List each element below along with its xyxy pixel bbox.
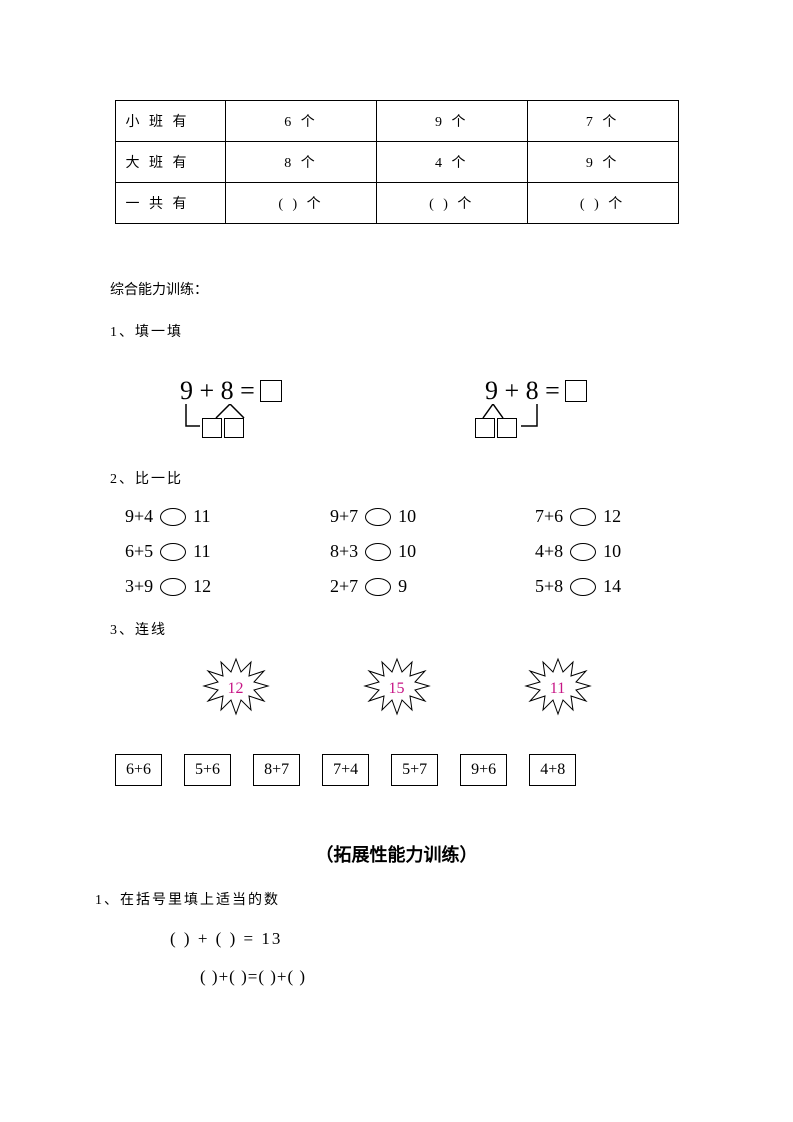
compare-item: 5+814 (535, 576, 680, 597)
cell: 4 个 (376, 142, 527, 183)
fill-diagrams: 9 + 8 = 9 + 8 = (180, 376, 698, 446)
cell: 9 个 (376, 101, 527, 142)
question-label: 3、连线 (110, 619, 698, 639)
question-label: 2、比一比 (110, 468, 698, 488)
compare-oval[interactable] (160, 508, 186, 526)
equation-line: ( )+( )=( )+( ) (200, 967, 698, 987)
star-value: 15 (389, 680, 405, 698)
compare-oval[interactable] (570, 578, 596, 596)
star-burst: 11 (518, 654, 598, 724)
cell: ( ) 个 (226, 183, 377, 224)
question-label: 1、在括号里填上适当的数 (95, 889, 698, 909)
table-row: 小 班 有 6 个 9 个 7 个 (115, 101, 678, 142)
match-box: 4+8 (529, 754, 576, 786)
compare-item: 6+511 (125, 541, 270, 562)
compare-oval[interactable] (570, 543, 596, 561)
cell: 6 个 (226, 101, 377, 142)
compare-item: 9+710 (330, 506, 475, 527)
equation-line: ( ) + ( ) = 13 (170, 929, 698, 949)
fill-item-left: 9 + 8 = (180, 376, 390, 446)
star-burst: 12 (196, 654, 276, 724)
compare-oval[interactable] (365, 543, 391, 561)
compare-item: 7+612 (535, 506, 680, 527)
equation-text: 9 + 8 = (180, 376, 255, 406)
row-label: 大 班 有 (115, 142, 226, 183)
cell: ( ) 个 (527, 183, 678, 224)
compare-item: 2+79 (330, 576, 475, 597)
compare-oval[interactable] (570, 508, 596, 526)
match-box: 5+6 (184, 754, 231, 786)
cell: 7 个 (527, 101, 678, 142)
compare-grid: 9+411 9+710 7+612 6+511 8+310 4+810 3+91… (125, 506, 698, 597)
equation-text: 9 + 8 = (485, 376, 560, 406)
table-row: 一 共 有 ( ) 个 ( ) 个 ( ) 个 (115, 183, 678, 224)
cell: ( ) 个 (376, 183, 527, 224)
compare-item: 9+411 (125, 506, 270, 527)
answer-box[interactable] (565, 380, 587, 402)
match-box: 5+7 (391, 754, 438, 786)
question-label: 1、填一填 (110, 321, 698, 341)
split-box[interactable] (497, 418, 517, 438)
match-boxes-row: 6+6 5+6 8+7 7+4 5+7 9+6 4+8 (115, 754, 698, 786)
match-box: 9+6 (460, 754, 507, 786)
compare-item: 3+912 (125, 576, 270, 597)
cell: 8 个 (226, 142, 377, 183)
section-title: （拓展性能力训练） (95, 841, 698, 867)
split-box[interactable] (224, 418, 244, 438)
split-box[interactable] (475, 418, 495, 438)
answer-box[interactable] (260, 380, 282, 402)
row-label: 小 班 有 (115, 101, 226, 142)
compare-oval[interactable] (365, 508, 391, 526)
star-value: 12 (228, 680, 244, 698)
star-value: 11 (550, 680, 565, 698)
match-box: 7+4 (322, 754, 369, 786)
class-count-table: 小 班 有 6 个 9 个 7 个 大 班 有 8 个 4 个 9 个 一 共 … (115, 100, 679, 224)
compare-item: 8+310 (330, 541, 475, 562)
star-burst: 15 (357, 654, 437, 724)
section-label: 综合能力训练： (110, 279, 698, 299)
fill-item-right: 9 + 8 = (485, 376, 695, 446)
compare-oval[interactable] (365, 578, 391, 596)
split-box[interactable] (202, 418, 222, 438)
cell: 9 个 (527, 142, 678, 183)
compare-oval[interactable] (160, 578, 186, 596)
match-box: 8+7 (253, 754, 300, 786)
compare-item: 4+810 (535, 541, 680, 562)
match-box: 6+6 (115, 754, 162, 786)
stars-row: 12 15 11 (95, 654, 698, 724)
compare-oval[interactable] (160, 543, 186, 561)
row-label: 一 共 有 (115, 183, 226, 224)
table-row: 大 班 有 8 个 4 个 9 个 (115, 142, 678, 183)
